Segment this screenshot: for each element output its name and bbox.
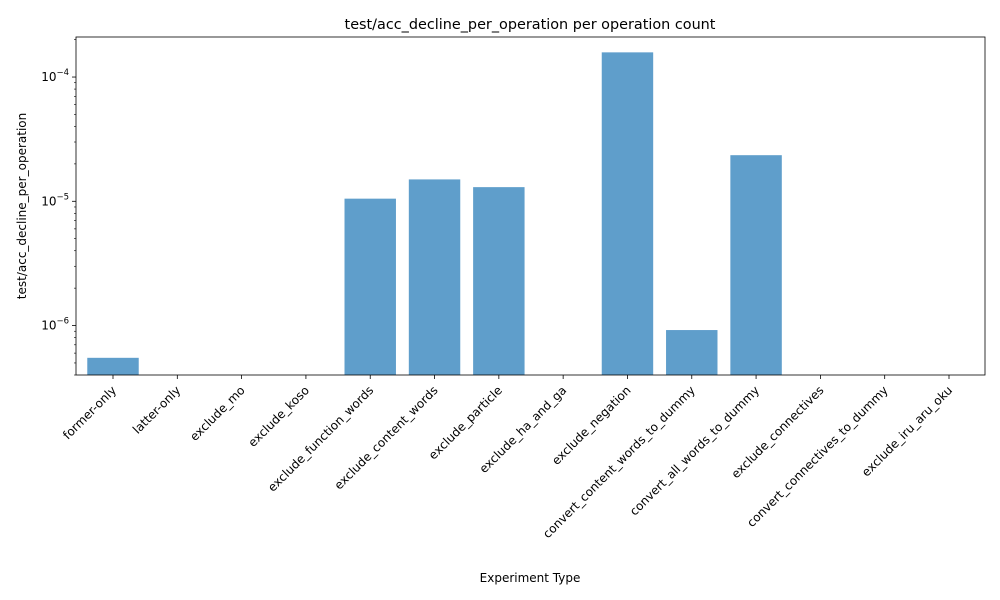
bar	[666, 330, 718, 375]
bar	[730, 155, 782, 375]
y-tick-label: 10−5	[41, 192, 69, 208]
bar	[87, 357, 139, 375]
bar	[408, 179, 461, 375]
bar	[601, 52, 654, 376]
y-tick-label: 10−6	[41, 317, 69, 333]
bar	[344, 198, 396, 375]
bar	[473, 187, 525, 375]
axes-frame	[75, 36, 986, 376]
chart-title: test/acc_decline_per_operation per opera…	[345, 17, 716, 33]
y-tick-label: 10−4	[41, 68, 69, 84]
y-axis-label: test/acc_decline_per_operation	[15, 113, 29, 299]
x-axis-label: Experiment Type	[480, 571, 581, 585]
